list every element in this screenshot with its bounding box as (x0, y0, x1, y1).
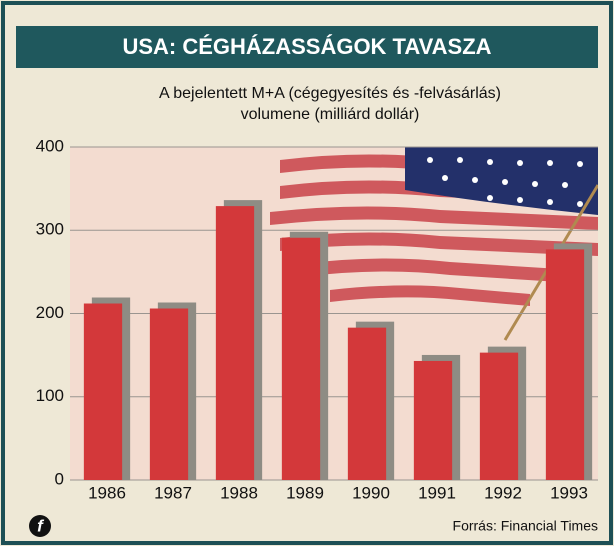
flag (270, 147, 598, 341)
title-bar (16, 26, 598, 68)
x-tick-label: 1989 (286, 483, 324, 502)
x-tick-label: 1988 (220, 483, 258, 502)
x-tick-label: 1986 (88, 483, 126, 502)
bar (545, 249, 585, 480)
chart-title: USA: CÉGHÁZASSÁGOK TAVASZA (122, 34, 491, 59)
x-tick-label: 1990 (352, 483, 390, 502)
logo-badge (29, 515, 51, 537)
bar (215, 206, 255, 481)
subtitle: A bejelentett M+A (cégegyesítés és -felv… (159, 85, 501, 102)
y-tick-label: 0 (55, 469, 64, 488)
bar (413, 360, 453, 480)
y-tick-label: 400 (36, 136, 64, 155)
y-tick-label: 300 (36, 220, 64, 239)
bar (479, 352, 519, 480)
source: Forrás: Financial Times (453, 518, 598, 534)
y-tick-label: 100 (36, 386, 64, 405)
x-tick-label: 1992 (484, 483, 522, 502)
y-tick-label: 200 (36, 303, 64, 322)
logo: f (37, 516, 45, 535)
x-tick-label: 1991 (418, 483, 456, 502)
bar (83, 303, 123, 480)
bar (149, 308, 189, 480)
x-tick-label: 1993 (550, 483, 588, 502)
bar (281, 237, 321, 480)
subtitle: volumene (milliárd dollár) (241, 106, 420, 123)
bar (347, 327, 387, 480)
x-tick-label: 1987 (154, 483, 192, 502)
